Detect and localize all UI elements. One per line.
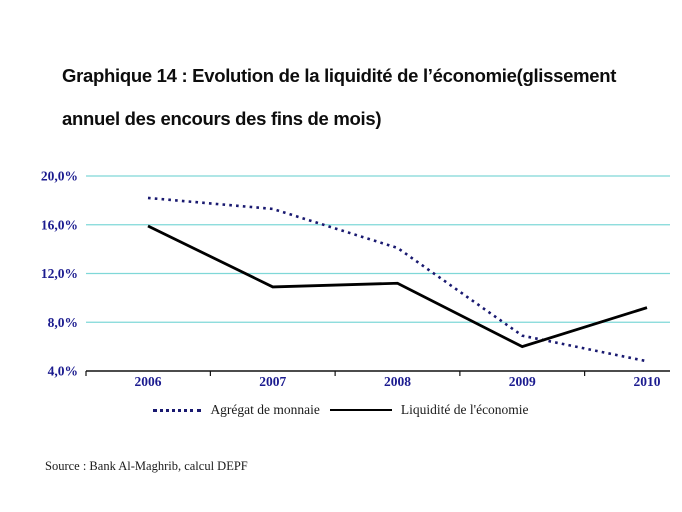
chart-legend: Agrégat de monnaie Liquidité de l'économ…	[0, 400, 682, 420]
series-line-dotted	[147, 196, 648, 363]
legend-dotted-line-sample	[153, 408, 202, 412]
y-axis-tick-label: 20,0%	[41, 169, 78, 184]
series-line-solid	[147, 224, 648, 349]
y-axis-tick-label: 12,0%	[41, 266, 78, 281]
source-note: Source : Bank Al-Maghrib, calcul DEPF	[45, 459, 248, 473]
y-axis-tick-label: 8,0%	[48, 315, 78, 330]
x-axis-tick-label: 2008	[384, 374, 411, 389]
y-axis-tick-label: 16,0%	[41, 217, 78, 232]
legend-label-agregat-de-monnaie: Agrégat de monnaie	[210, 402, 320, 417]
legend-label-liquidite-economie: Liquidité de l'économie	[400, 402, 529, 417]
legend-solid-line-sample	[329, 409, 392, 411]
x-axis-tick-label: 2006	[135, 374, 162, 389]
x-axis-tick-label: 2010	[634, 374, 661, 389]
y-axis-tick-label: 4,0%	[48, 364, 78, 379]
x-axis-tick-label: 2007	[259, 374, 286, 389]
x-axis-tick-label: 2009	[509, 374, 536, 389]
chart-title: Graphique 14 : Evolution de la liquidité…	[62, 54, 652, 140]
chart-title-line1: Graphique 14 : Evolution de la liquidité…	[62, 65, 617, 86]
chart-title-line2: annuel des encours des fins de mois)	[62, 108, 382, 129]
